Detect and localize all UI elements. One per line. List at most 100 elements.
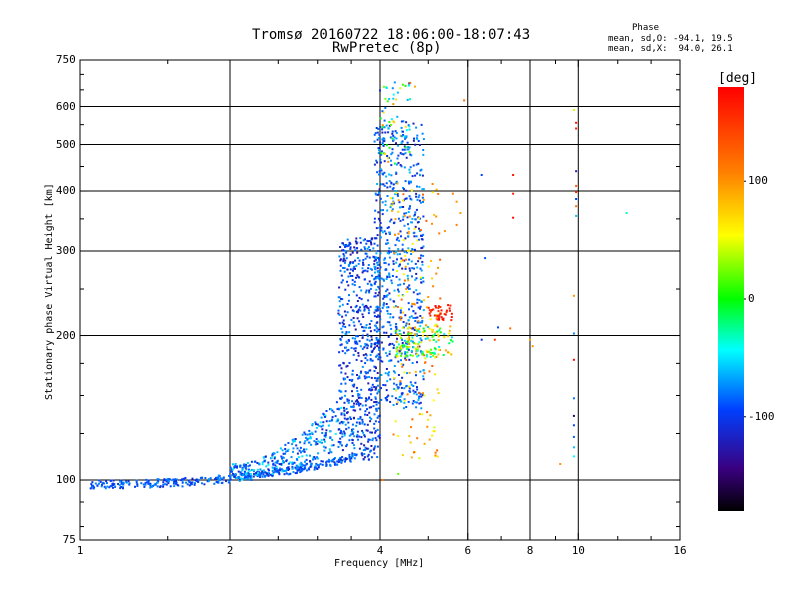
data-point xyxy=(387,127,390,130)
data-point xyxy=(217,476,220,479)
data-point xyxy=(416,221,419,224)
data-point xyxy=(370,243,373,246)
data-point xyxy=(295,444,298,447)
data-point xyxy=(301,467,304,470)
data-point xyxy=(345,257,348,260)
data-point xyxy=(387,250,390,253)
grid-lines xyxy=(80,60,680,540)
data-point xyxy=(391,132,394,135)
data-point xyxy=(434,305,437,307)
data-point xyxy=(379,141,381,144)
data-point xyxy=(404,314,407,317)
y-axis-label: Stationary phase Virtual Height [km] xyxy=(44,183,55,400)
data-point xyxy=(302,464,305,467)
data-point xyxy=(425,349,428,352)
data-point xyxy=(420,300,423,303)
data-point xyxy=(400,338,403,341)
data-point xyxy=(385,242,388,245)
data-point xyxy=(419,169,422,172)
data-point xyxy=(406,286,409,289)
data-point xyxy=(434,451,437,454)
data-point xyxy=(344,245,346,248)
data-point xyxy=(403,339,406,342)
data-point xyxy=(303,431,306,434)
data-point xyxy=(405,385,408,388)
data-point xyxy=(376,372,379,374)
data-point xyxy=(400,135,403,138)
data-point xyxy=(411,302,414,305)
data-point xyxy=(421,394,424,397)
data-point xyxy=(354,249,356,252)
data-point xyxy=(436,330,439,333)
data-point xyxy=(379,89,381,92)
data-point xyxy=(197,478,200,481)
data-point xyxy=(321,441,323,444)
data-point xyxy=(432,399,435,402)
data-point xyxy=(385,87,388,89)
data-point xyxy=(358,393,361,396)
data-point xyxy=(254,473,257,476)
data-point xyxy=(331,409,334,412)
data-point xyxy=(314,457,317,460)
data-point xyxy=(392,139,395,142)
data-point xyxy=(383,331,386,334)
data-point xyxy=(416,134,419,137)
data-point xyxy=(388,272,391,275)
data-point xyxy=(272,471,275,474)
data-point xyxy=(439,331,442,334)
data-point xyxy=(207,478,210,481)
data-point xyxy=(373,282,376,285)
data-point xyxy=(383,184,386,187)
data-point xyxy=(416,386,418,389)
data-point xyxy=(416,239,419,242)
data-point xyxy=(345,428,348,431)
data-point xyxy=(421,188,424,191)
data-point xyxy=(390,174,393,177)
data-point xyxy=(415,235,418,238)
data-point xyxy=(353,340,356,343)
data-point xyxy=(146,481,149,484)
data-point xyxy=(328,448,331,451)
data-point xyxy=(422,309,425,312)
data-point xyxy=(450,316,453,318)
data-point xyxy=(368,406,371,409)
data-point xyxy=(396,340,399,343)
data-point xyxy=(395,323,398,325)
data-point xyxy=(343,261,346,264)
data-point xyxy=(147,481,150,484)
data-point xyxy=(339,437,342,440)
data-point xyxy=(348,324,351,327)
data-point xyxy=(348,331,351,334)
data-point xyxy=(427,296,430,298)
data-point xyxy=(358,404,361,407)
data-point xyxy=(323,440,326,443)
data-point xyxy=(153,483,156,486)
data-point xyxy=(409,197,412,200)
data-point xyxy=(180,479,183,482)
data-point xyxy=(391,151,394,154)
data-point xyxy=(322,445,325,448)
data-point xyxy=(366,270,369,273)
data-point xyxy=(418,321,421,324)
data-point xyxy=(411,336,414,339)
data-point xyxy=(402,130,404,133)
data-point xyxy=(358,286,361,289)
data-point xyxy=(357,311,359,314)
data-point xyxy=(388,251,390,254)
data-point xyxy=(374,237,377,240)
data-point xyxy=(408,288,410,290)
data-point xyxy=(369,393,372,396)
data-point xyxy=(252,469,255,472)
data-point xyxy=(405,342,408,345)
data-point xyxy=(364,353,367,356)
data-point xyxy=(409,166,412,169)
data-point xyxy=(389,136,392,139)
data-point xyxy=(321,428,324,431)
data-point xyxy=(340,281,343,284)
data-point xyxy=(377,328,380,331)
colorbar-tick-label: -100 xyxy=(748,409,775,423)
data-point xyxy=(372,448,375,451)
data-point xyxy=(409,332,412,335)
data-point xyxy=(371,437,374,440)
data-point xyxy=(385,389,388,392)
